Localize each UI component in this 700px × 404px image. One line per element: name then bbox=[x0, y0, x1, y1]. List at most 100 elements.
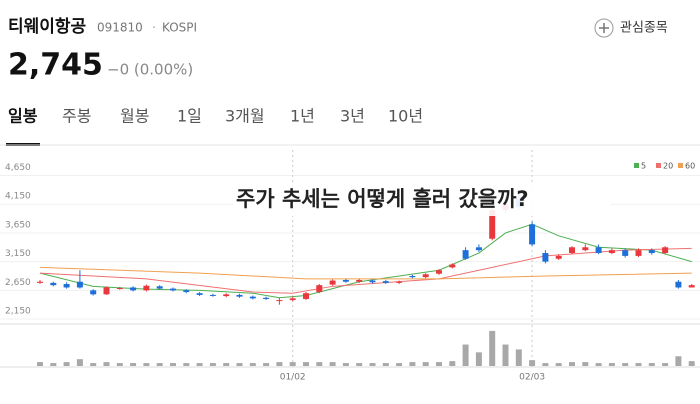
plus-icon bbox=[594, 18, 614, 38]
volume-bar bbox=[369, 363, 376, 366]
candle-body bbox=[449, 264, 456, 268]
volume-bar bbox=[249, 363, 256, 366]
volume-bar bbox=[622, 363, 629, 366]
candle-body bbox=[356, 280, 363, 282]
volume-bar bbox=[236, 363, 243, 366]
candle-body bbox=[236, 294, 243, 297]
candle-body bbox=[76, 281, 83, 288]
candle-body bbox=[130, 287, 137, 291]
volume-bar bbox=[156, 363, 163, 366]
volume-bar bbox=[143, 363, 150, 366]
volume-bar bbox=[76, 359, 83, 366]
watch-button[interactable]: 관심종목 bbox=[594, 18, 668, 38]
candle-body bbox=[196, 293, 203, 295]
legend-swatch bbox=[656, 163, 661, 168]
volume-bar bbox=[63, 362, 70, 366]
y-tick-label: 2,150 bbox=[5, 307, 31, 317]
candle-body bbox=[569, 247, 575, 254]
tab[interactable]: 1년 bbox=[290, 107, 315, 126]
overlay-text: 주가 추세는 어떻게 흘러 갔을까? bbox=[236, 187, 529, 211]
candle-body bbox=[648, 250, 655, 254]
volume-bar bbox=[542, 363, 549, 366]
candle-body bbox=[143, 285, 150, 291]
volume-bar bbox=[116, 363, 123, 366]
candle-body bbox=[63, 284, 70, 288]
volume-bar bbox=[662, 363, 669, 366]
volume-bar bbox=[462, 344, 469, 366]
legend-label: 5 bbox=[641, 162, 646, 171]
candle-body bbox=[329, 280, 336, 285]
volume-bar bbox=[196, 363, 203, 366]
candle-body bbox=[316, 285, 323, 293]
candle-body bbox=[50, 282, 57, 286]
y-tick-label: 2,650 bbox=[5, 278, 31, 288]
candle-body bbox=[608, 250, 615, 254]
legend-swatch bbox=[678, 163, 683, 168]
volume-bar bbox=[170, 363, 176, 366]
volume-bar bbox=[675, 356, 682, 366]
volume-bar bbox=[382, 363, 389, 366]
volume-bar bbox=[582, 362, 589, 366]
volume-bar bbox=[648, 363, 655, 366]
candle-body bbox=[475, 247, 482, 251]
candle-body bbox=[688, 285, 695, 288]
market: KOSPI bbox=[162, 21, 197, 35]
volume-bar bbox=[688, 361, 695, 366]
tab[interactable]: 월봉 bbox=[120, 107, 149, 126]
candle-body bbox=[409, 275, 416, 278]
ma-line bbox=[39, 223, 692, 299]
candle-body bbox=[90, 290, 97, 295]
candle-body bbox=[489, 209, 496, 239]
x-tick-label: 02/03 bbox=[519, 373, 545, 383]
candle-body bbox=[303, 293, 309, 299]
candle-body bbox=[183, 290, 190, 293]
candle-body bbox=[37, 281, 43, 283]
volume-bar bbox=[555, 363, 562, 366]
y-tick-label: 3,150 bbox=[5, 249, 31, 259]
candle-body bbox=[103, 287, 110, 295]
volume-bar bbox=[130, 363, 137, 366]
candle-body bbox=[436, 270, 442, 274]
candle-body bbox=[342, 280, 349, 282]
volume-bar bbox=[303, 362, 309, 366]
volume-bar bbox=[475, 352, 482, 366]
watch-label[interactable]: 관심종목 bbox=[620, 21, 668, 36]
tab[interactable]: 10년 bbox=[388, 107, 423, 126]
candle-body bbox=[662, 247, 669, 254]
volume-bar bbox=[502, 344, 509, 366]
separator: · bbox=[152, 21, 156, 35]
volume-bar bbox=[37, 362, 43, 366]
tab[interactable]: 1일 bbox=[177, 107, 202, 126]
volume-bar bbox=[289, 362, 296, 366]
candle-body bbox=[249, 296, 256, 299]
candle-body bbox=[263, 297, 270, 299]
volume-bar bbox=[449, 361, 456, 366]
volume-bar bbox=[529, 360, 536, 366]
volume-bar bbox=[515, 349, 522, 366]
tab[interactable]: 3년 bbox=[340, 107, 365, 126]
tab[interactable]: 일봉 bbox=[8, 107, 38, 126]
volume-bar bbox=[183, 363, 190, 366]
y-tick-label: 4,150 bbox=[5, 192, 31, 202]
legend-label: 60 bbox=[685, 162, 695, 171]
volume-bar bbox=[342, 363, 349, 366]
candle-body bbox=[223, 294, 230, 297]
stock-name: 티웨이항공 bbox=[8, 16, 87, 37]
volume-bar bbox=[635, 363, 642, 366]
candle-body bbox=[422, 274, 429, 278]
y-tick-label: 4,650 bbox=[5, 163, 31, 173]
volume-bar bbox=[422, 362, 429, 366]
volume-bar bbox=[356, 363, 363, 366]
stock-code: 091810 bbox=[97, 21, 143, 35]
volume-bar bbox=[396, 363, 403, 366]
candle-body bbox=[396, 281, 403, 283]
candle-body bbox=[622, 250, 629, 256]
tab[interactable]: 주봉 bbox=[62, 107, 91, 126]
candle-body bbox=[635, 250, 642, 256]
legend-swatch bbox=[634, 163, 639, 168]
candle-body bbox=[156, 286, 163, 289]
tab[interactable]: 3개월 bbox=[225, 107, 265, 126]
ma-line bbox=[39, 266, 692, 280]
overlay-box bbox=[233, 182, 611, 216]
